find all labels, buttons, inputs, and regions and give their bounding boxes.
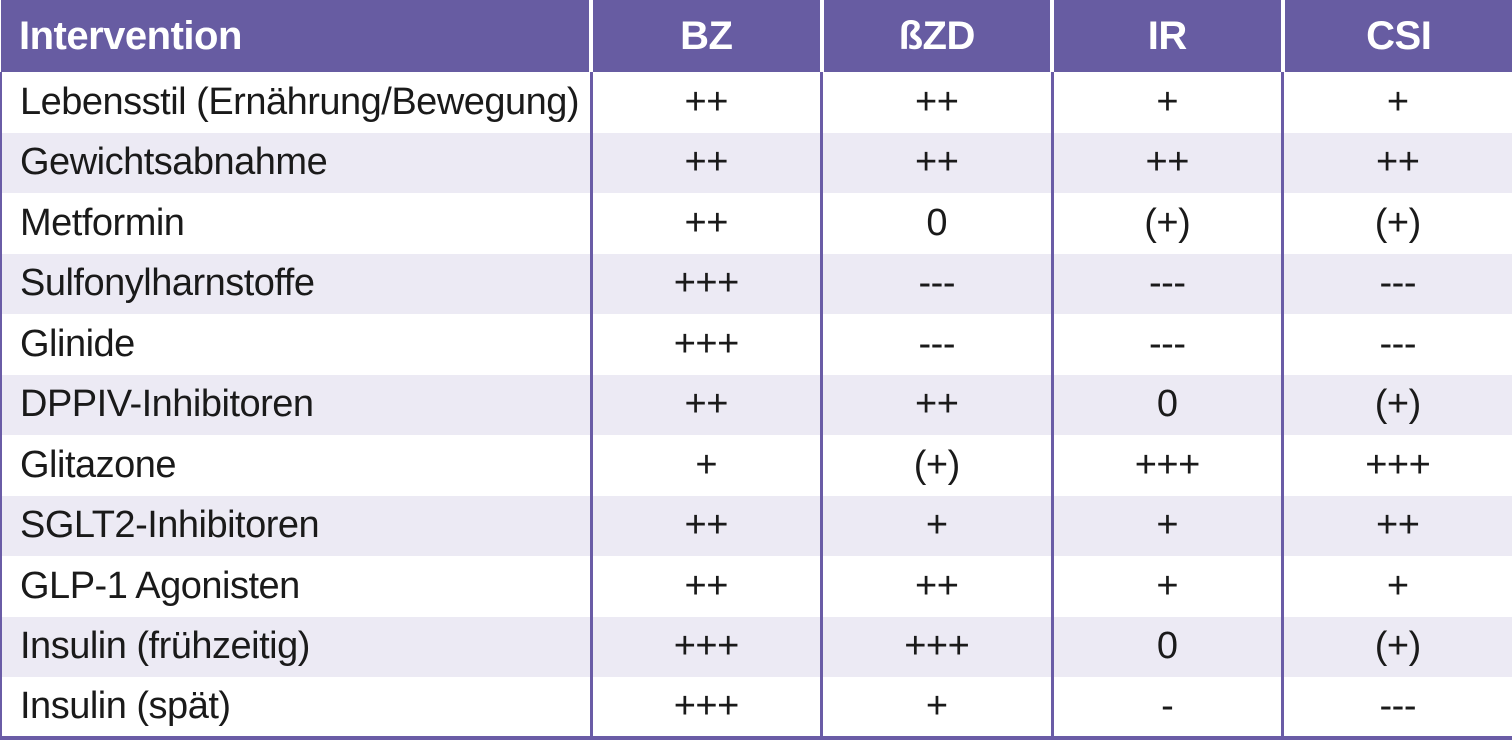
- rating-cell: ++: [1050, 132, 1283, 193]
- intervention-cell: Glinide: [0, 314, 591, 375]
- table-row: DPPIV-Inhibitoren ++ ++ 0 (+): [0, 374, 1512, 435]
- rating-cell: (+): [1281, 374, 1512, 435]
- header-cell-ßzd: ßZD: [819, 0, 1052, 72]
- intervention-cell: Metformin: [0, 193, 591, 254]
- intervention-cell: Insulin (frühzeitig): [0, 616, 591, 677]
- rating-cell: ++: [589, 374, 822, 435]
- header-cell-ir: IR: [1050, 0, 1283, 72]
- table-row: SGLT2-Inhibitoren ++ + + ++: [0, 495, 1512, 556]
- rating-cell: ---: [820, 253, 1052, 314]
- intervention-cell: Lebensstil (Ernährung/Bewegung): [0, 72, 591, 133]
- rating-cell: ++: [820, 132, 1052, 193]
- table-row: Glinide +++ --- --- ---: [0, 314, 1512, 375]
- rating-cell: ++: [589, 72, 822, 133]
- rating-cell: +: [1050, 556, 1283, 617]
- intervention-cell: GLP-1 Agonisten: [0, 556, 591, 617]
- rating-cell: ++: [589, 495, 822, 556]
- rating-cell: ---: [1281, 253, 1512, 314]
- rating-cell: ++: [589, 193, 822, 254]
- header-cell-csi: CSI: [1280, 0, 1512, 72]
- table-row: Glitazone + (+) +++ +++: [0, 435, 1512, 496]
- rating-cell: +: [1050, 72, 1283, 133]
- table-row: Metformin ++ 0 (+) (+): [0, 193, 1512, 254]
- rating-cell: +++: [589, 677, 822, 738]
- rating-cell: ---: [820, 314, 1052, 375]
- rating-cell: ++: [820, 374, 1052, 435]
- rating-cell: -: [1050, 677, 1283, 738]
- intervention-cell: DPPIV-Inhibitoren: [0, 374, 591, 435]
- intervention-cell: Gewichtsabnahme: [0, 132, 591, 193]
- rating-cell: 0: [1050, 374, 1283, 435]
- rating-cell: +++: [1281, 435, 1512, 496]
- rating-cell: (+): [1281, 193, 1512, 254]
- rating-cell: ++: [820, 72, 1052, 133]
- table-row: Insulin (frühzeitig) +++ +++ 0 (+): [0, 616, 1512, 677]
- rating-cell: 0: [1050, 616, 1283, 677]
- rating-cell: +++: [1050, 435, 1283, 496]
- rating-cell: +: [1281, 556, 1512, 617]
- table-row: Insulin (spät) +++ + - ---: [0, 677, 1512, 738]
- rating-cell: +: [820, 495, 1052, 556]
- table-row: Lebensstil (Ernährung/Bewegung) ++ ++ + +: [0, 72, 1512, 133]
- rating-cell: +++: [820, 616, 1052, 677]
- rating-cell: +: [1281, 72, 1512, 133]
- rating-cell: ---: [1281, 677, 1512, 738]
- rating-cell: ++: [1281, 495, 1512, 556]
- table-body: Lebensstil (Ernährung/Bewegung) ++ ++ + + Gew…: [0, 72, 1512, 738]
- rating-cell: +: [589, 435, 822, 496]
- rating-cell: ---: [1050, 253, 1283, 314]
- rating-cell: +: [1050, 495, 1283, 556]
- table-row: GLP-1 Agonisten ++ ++ + +: [0, 556, 1512, 617]
- header-cell-intervention: Intervention: [1, 0, 591, 72]
- rating-cell: (+): [820, 435, 1052, 496]
- rating-cell: (+): [1050, 193, 1283, 254]
- rating-cell: ++: [589, 556, 822, 617]
- intervention-cell: Sulfonylharnstoffe: [0, 253, 591, 314]
- table-row: Gewichtsabnahme ++ ++ ++ ++: [0, 132, 1512, 193]
- rating-cell: +++: [589, 253, 822, 314]
- rating-cell: ++: [820, 556, 1052, 617]
- rating-cell: +: [820, 677, 1052, 738]
- rating-cell: ---: [1281, 314, 1512, 375]
- rating-cell: (+): [1281, 616, 1512, 677]
- rating-cell: +++: [589, 314, 822, 375]
- rating-cell: ---: [1050, 314, 1283, 375]
- rating-cell: ++: [1281, 132, 1512, 193]
- header-row: Intervention BZ ßZD IR CSI: [1, 0, 1512, 72]
- intervention-cell: Insulin (spät): [0, 677, 591, 738]
- rating-cell: ++: [589, 132, 822, 193]
- table-row: Sulfonylharnstoffe +++ --- --- ---: [0, 253, 1512, 314]
- header-cell-bz: BZ: [589, 0, 822, 72]
- rating-cell: +++: [589, 616, 822, 677]
- intervention-cell: SGLT2-Inhibitoren: [0, 495, 591, 556]
- intervention-cell: Glitazone: [0, 435, 591, 496]
- rating-cell: 0: [820, 193, 1052, 254]
